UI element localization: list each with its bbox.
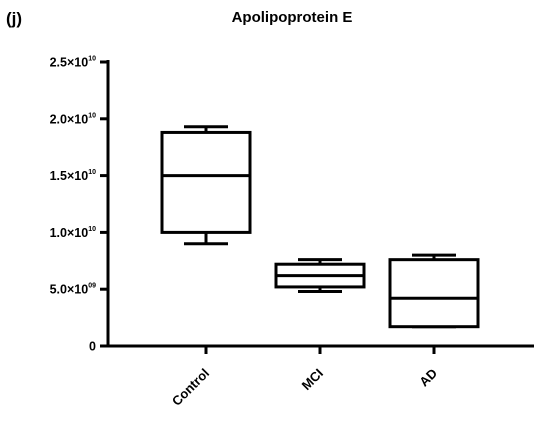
- panel-label: (j): [6, 9, 22, 28]
- x-tick-label: MCI: [299, 366, 326, 393]
- y-tick-exponent: 10: [88, 112, 96, 119]
- y-tick-label: 0: [89, 340, 96, 354]
- box-mci: [274, 258, 366, 293]
- box-ad: [388, 253, 480, 329]
- y-axis-ticks: 05.0×10091.0×10101.5×10102.0×10102.5×101…: [50, 56, 108, 354]
- y-tick-label: 5.0×1009: [50, 283, 96, 297]
- y-tick-mantissa: 2.0×10: [50, 112, 89, 126]
- chart-title: Apolipoprotein E: [232, 9, 353, 26]
- x-tick-label: AD: [416, 366, 440, 390]
- y-tick-mantissa: 0: [89, 340, 96, 354]
- y-tick-exponent: 10: [88, 56, 96, 63]
- y-tick-mantissa: 1.0×10: [50, 226, 89, 240]
- box-iqr: [160, 130, 252, 234]
- y-tick-exponent: 09: [88, 283, 96, 290]
- y-tick-mantissa: 2.5×10: [50, 56, 89, 70]
- box-control: [160, 125, 252, 246]
- y-tick-label: 1.5×1010: [50, 169, 96, 183]
- box-iqr: [388, 258, 480, 329]
- y-tick-label: 2.5×1010: [50, 56, 96, 70]
- y-tick-exponent: 10: [88, 226, 96, 233]
- y-tick-mantissa: 1.5×10: [50, 169, 89, 183]
- y-tick-label: 2.0×1010: [50, 112, 96, 126]
- x-axis-ticks: Control MCI AD: [169, 346, 440, 409]
- x-tick-label: Control: [169, 366, 212, 409]
- y-tick-label: 1.0×1010: [50, 226, 96, 240]
- y-tick-mantissa: 5.0×10: [50, 283, 89, 297]
- box-series: [160, 125, 480, 329]
- y-tick-exponent: 10: [88, 169, 96, 176]
